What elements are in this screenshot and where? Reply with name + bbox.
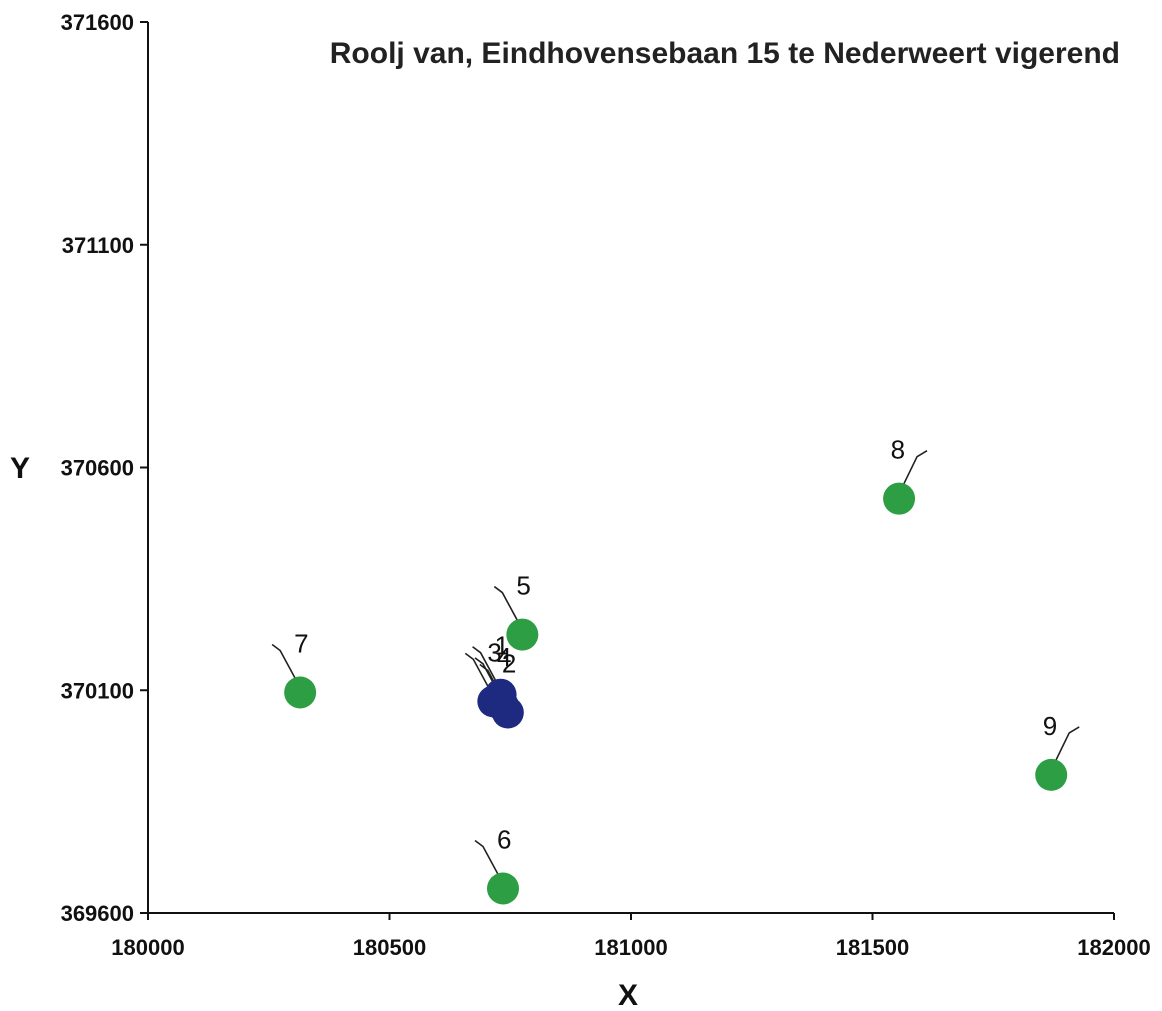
point-leader-line: [474, 839, 504, 884]
data-point-5: [506, 618, 539, 651]
point-leaders: [271, 449, 1080, 884]
point-label-1: 1: [495, 631, 509, 661]
y-tick-label: 371600: [61, 10, 134, 35]
x-tick-label: 181000: [594, 935, 667, 960]
point-leader-line: [464, 652, 495, 697]
point-leader-line: [493, 585, 524, 630]
point-label-3: 3: [487, 637, 501, 667]
x-axis-label: X: [618, 979, 638, 1011]
x-tick-label: 180000: [111, 935, 184, 960]
point-leader-line: [1050, 726, 1080, 771]
x-tick-label: 181500: [836, 935, 909, 960]
y-axis-label: Y: [10, 452, 30, 485]
data-point-6: [487, 872, 520, 905]
data-points: [284, 482, 1068, 905]
point-leader-line: [271, 643, 301, 688]
point-label-2: 2: [502, 649, 516, 679]
point-label-7: 7: [294, 628, 308, 658]
ticks: 180000 180500 181000 181500 182000 369600 3701…: [61, 10, 1151, 960]
data-point-7: [284, 676, 317, 709]
point-leader-line: [898, 449, 928, 495]
axes: [147, 22, 1114, 914]
y-tick-label: 371100: [62, 233, 134, 258]
point-label-5: 5: [516, 571, 530, 601]
y-tick-label: 370100: [61, 678, 134, 703]
chart-title: Roolj van, Eindhovensebaan 15 te Nederwe…: [330, 37, 1120, 70]
point-label-4: 4: [497, 642, 511, 672]
point-label-6: 6: [497, 824, 511, 854]
y-tick-label: 370600: [61, 456, 134, 481]
point-leader-line: [472, 646, 502, 691]
x-tick-label: 180500: [353, 935, 426, 960]
data-point-8: [883, 482, 916, 515]
point-label-9: 9: [1043, 711, 1057, 741]
x-tick-label: 182000: [1077, 935, 1150, 960]
data-point-9: [1035, 758, 1068, 791]
point-label-8: 8: [891, 435, 905, 465]
y-tick-label: 369600: [61, 901, 134, 926]
data-point-4: [487, 689, 520, 722]
